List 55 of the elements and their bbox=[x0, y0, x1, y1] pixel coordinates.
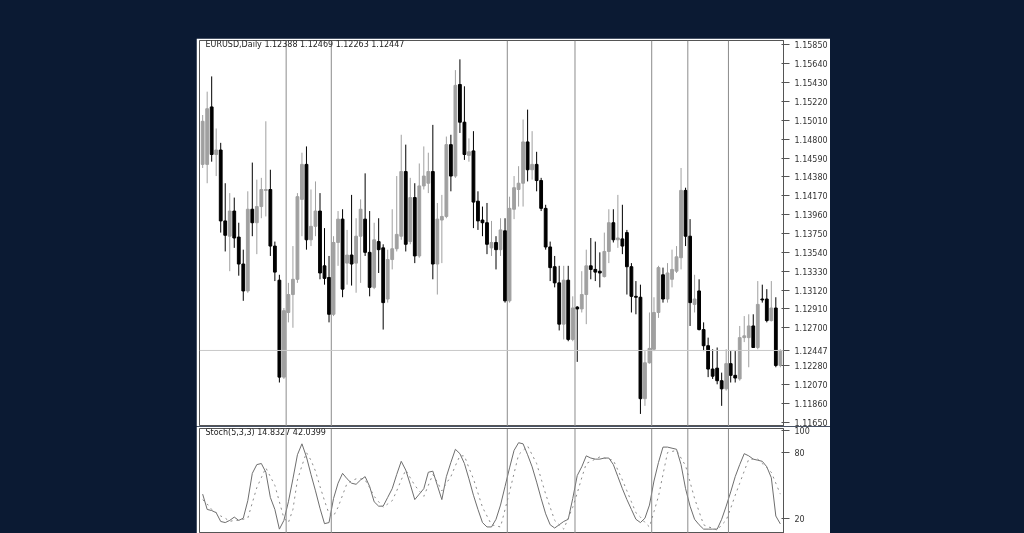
y-tick-label: 1.15850 bbox=[794, 41, 828, 51]
y-tick-label: 1.14590 bbox=[794, 154, 828, 164]
ref-line-label: 1.12447 bbox=[794, 346, 828, 356]
chart-title: Stoch(5,3,3) 14.8327 42.0399 bbox=[205, 427, 326, 437]
candlestick bbox=[593, 241, 598, 282]
candlestick bbox=[263, 120, 268, 217]
candlestick bbox=[746, 313, 751, 368]
y-tick-label: 1.15010 bbox=[794, 116, 828, 126]
y-tick-label: 1.14380 bbox=[794, 173, 828, 183]
candlestick bbox=[254, 179, 259, 255]
candlestick bbox=[214, 127, 219, 177]
candlestick bbox=[764, 288, 769, 323]
y-tick-label: 1.13750 bbox=[794, 230, 828, 239]
y-tick-label: 1.11860 bbox=[794, 399, 828, 409]
y-tick-label: 1.12280 bbox=[794, 361, 828, 371]
y-tick-label: 1.15430 bbox=[794, 79, 828, 89]
candlestick bbox=[692, 274, 697, 313]
chart-title: EURUSD,Daily 1.12388 1.12469 1.12263 1.12447 bbox=[205, 39, 405, 49]
candlestick bbox=[489, 220, 494, 257]
candlestick bbox=[597, 251, 602, 288]
candlestick bbox=[588, 237, 593, 280]
candlestick bbox=[615, 194, 620, 249]
y-tick-label: 1.12070 bbox=[794, 380, 828, 390]
y-tick-label: 1.11650 bbox=[794, 418, 828, 428]
candlestick bbox=[467, 137, 471, 163]
y-tick-label: 1.15640 bbox=[794, 60, 828, 70]
candlestick bbox=[769, 280, 774, 322]
candlestick bbox=[715, 347, 720, 385]
candlestick bbox=[719, 372, 724, 407]
y-tick-label: 1.13120 bbox=[794, 286, 828, 296]
y-tick-label: 1.14170 bbox=[794, 192, 828, 202]
candlestick bbox=[498, 217, 503, 257]
candlestick bbox=[259, 177, 264, 219]
y-tick-label: 1.15220 bbox=[794, 98, 828, 108]
candlestick bbox=[611, 208, 616, 243]
candlestick bbox=[575, 305, 580, 363]
candlestick bbox=[733, 350, 738, 384]
y-tick-label: 1.12910 bbox=[794, 305, 828, 315]
candlestick bbox=[751, 313, 756, 348]
y-tick-label: 1.13540 bbox=[794, 248, 828, 258]
y-tick-label: 1.13960 bbox=[794, 211, 828, 221]
candlestick bbox=[728, 350, 733, 384]
candlestick bbox=[710, 348, 715, 380]
candlestick bbox=[349, 194, 354, 287]
y-tick-label: 1.14800 bbox=[794, 135, 828, 145]
candlestick bbox=[530, 130, 535, 181]
y-tick-label: 20 bbox=[794, 514, 805, 524]
y-tick-label: 80 bbox=[794, 449, 805, 459]
y-tick-label: 100 bbox=[794, 427, 810, 437]
candlestick bbox=[426, 152, 431, 194]
candlestick bbox=[345, 229, 349, 286]
y-tick-label: 1.12700 bbox=[794, 324, 828, 334]
candlestick bbox=[250, 162, 255, 237]
y-tick-label: 1.13330 bbox=[794, 267, 828, 277]
candlestick bbox=[494, 235, 498, 270]
